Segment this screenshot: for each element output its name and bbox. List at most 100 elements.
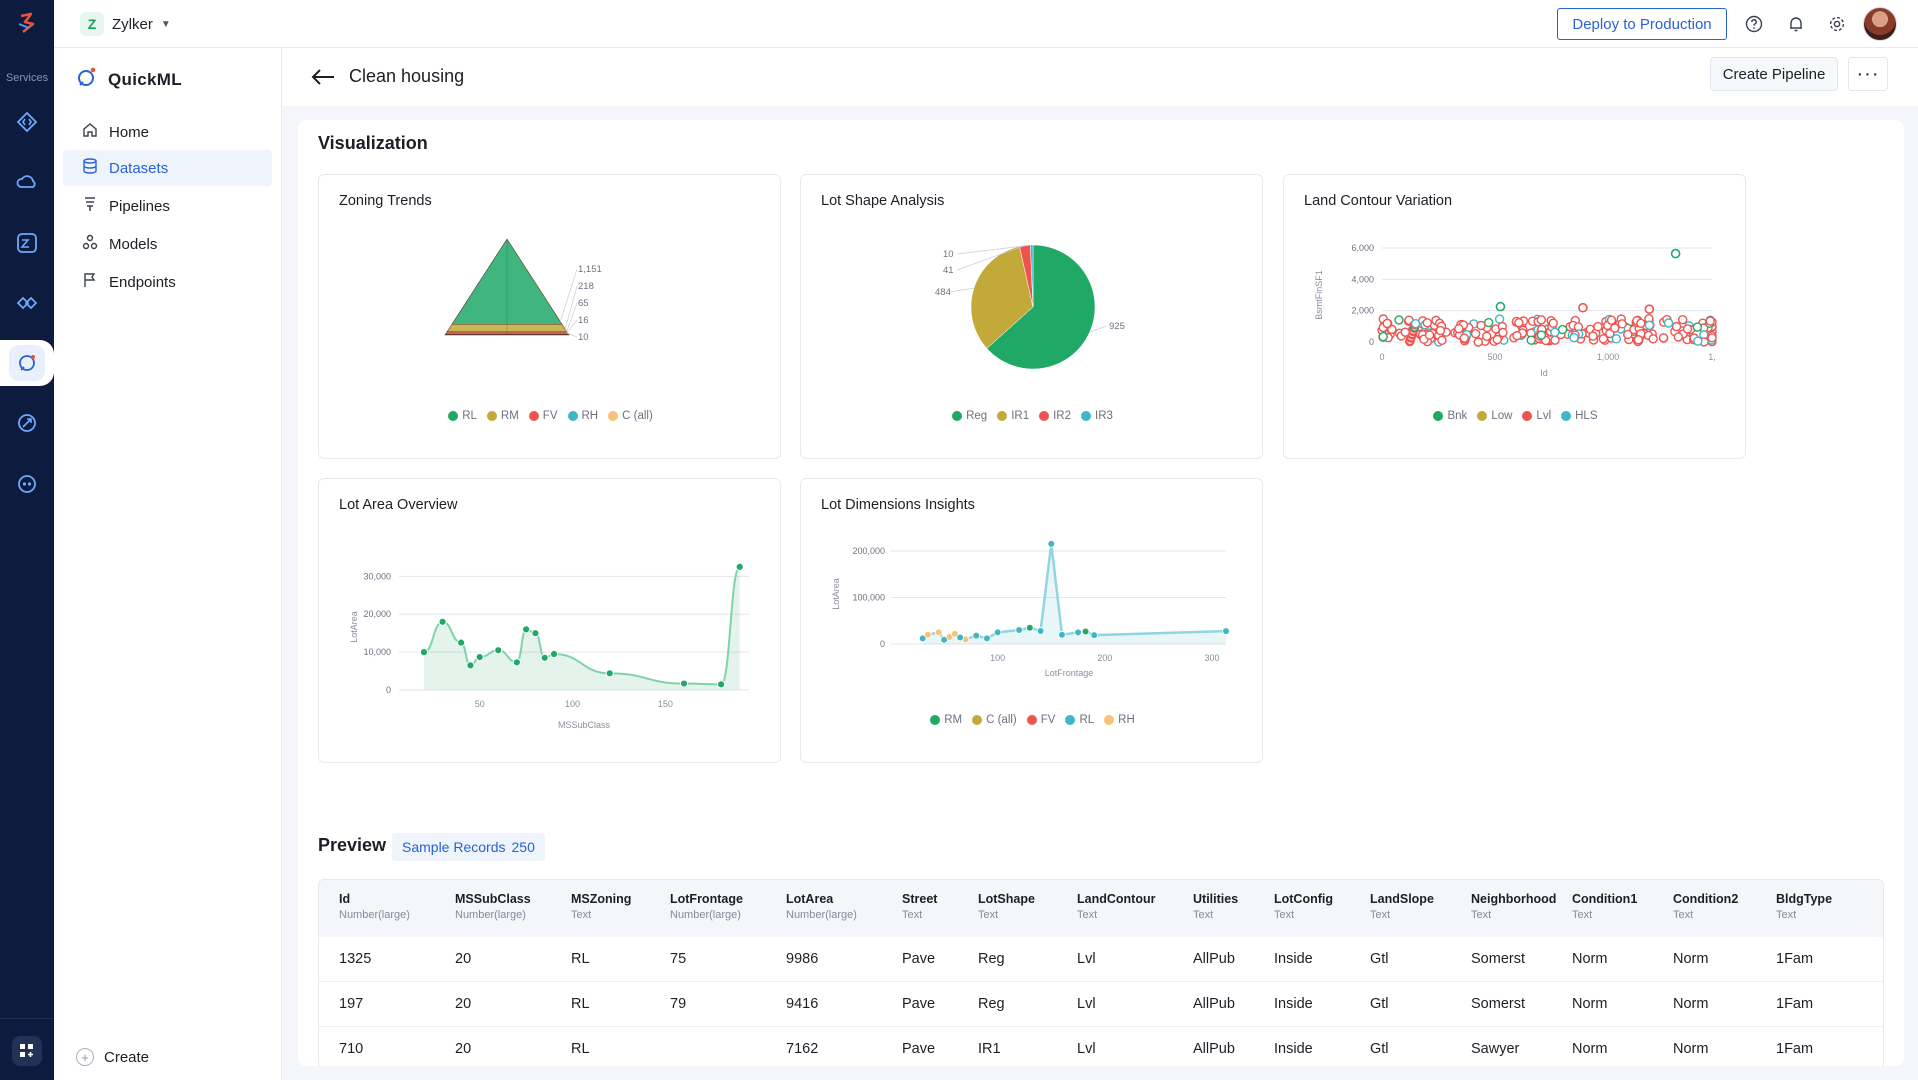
leader-line: [956, 244, 1032, 255]
column-header[interactable]: LandSlope Text: [1370, 892, 1434, 921]
legend-swatch: [1522, 411, 1533, 421]
scatter-point: [1671, 321, 1682, 332]
x-tick-label: 100: [990, 653, 1005, 663]
chart-legend: RL RM FV RH C (all): [319, 410, 782, 422]
column-header[interactable]: LotShape Text: [978, 892, 1035, 921]
notification-bell-icon[interactable]: [1784, 12, 1808, 36]
data-label: 41: [943, 265, 954, 276]
nav-item-home[interactable]: Home: [63, 114, 272, 150]
nav-item-pipelines[interactable]: Pipelines: [63, 188, 272, 224]
back-arrow-icon[interactable]: [310, 65, 336, 89]
scatter-point: [1495, 301, 1506, 312]
column-header[interactable]: MSSubClass Number(large): [455, 892, 531, 921]
column-header[interactable]: LotArea Number(large): [786, 892, 857, 921]
column-header[interactable]: Condition2 Text: [1673, 892, 1738, 921]
legend-item[interactable]: RM: [486, 410, 519, 422]
deploy-to-production-button[interactable]: Deploy to Production: [1557, 8, 1727, 40]
zia-icon[interactable]: [9, 225, 45, 261]
table-cell: RL: [571, 1041, 590, 1057]
nav-item-datasets[interactable]: Datasets: [63, 150, 272, 186]
services-rail: Services: [0, 0, 54, 1080]
column-header[interactable]: Condition1 Text: [1572, 892, 1637, 921]
y-axis-label: BsmtFinSF1: [1314, 270, 1324, 320]
nav-item-label: Models: [109, 235, 158, 253]
table-row[interactable]: 710 20 RL 7162 Pave IR1 Lvl AllPub Inside Gtl Sawy…: [319, 1027, 1883, 1066]
legend-item[interactable]: C (all): [608, 410, 653, 422]
legend-item[interactable]: IR3: [1081, 410, 1113, 422]
table-cell: Pave: [902, 1041, 936, 1057]
legend-item[interactable]: RH: [1104, 714, 1135, 726]
legend-item[interactable]: FV: [528, 410, 558, 422]
legend-item[interactable]: IR2: [1039, 410, 1071, 422]
y-axis-label: LotArea: [349, 611, 359, 643]
column-header[interactable]: Street Text: [902, 892, 937, 921]
column-header[interactable]: Id Number(large): [339, 892, 410, 921]
column-header[interactable]: BldgType Text: [1776, 892, 1832, 921]
more-options-button[interactable]: ···: [1848, 57, 1888, 91]
apps-grid-icon[interactable]: [12, 1036, 42, 1066]
column-name: LandContour: [1077, 892, 1156, 906]
org-switcher[interactable]: Z Zylker ▼: [80, 12, 171, 36]
table-cell: Sawyer: [1471, 1041, 1520, 1057]
legend-item[interactable]: RH: [567, 410, 598, 422]
column-header[interactable]: LandContour Text: [1077, 892, 1155, 921]
scatter-point: [1435, 325, 1446, 336]
nav-item-models[interactable]: Models: [63, 226, 272, 262]
legend-item[interactable]: Lvl: [1522, 410, 1551, 422]
quickml-rail-icon[interactable]: [9, 345, 45, 381]
nav-item-endpoints[interactable]: Endpoints: [63, 264, 272, 300]
table-row[interactable]: 197 20 RL 79 9416 Pave Reg Lvl AllPub Inside Gtl So…: [319, 982, 1883, 1027]
cloud-scale-icon[interactable]: [9, 165, 45, 201]
leader-line: [566, 302, 578, 333]
scatter-point: [1611, 334, 1622, 344]
legend-item[interactable]: HLS: [1561, 410, 1598, 422]
table-cell: AllPub: [1193, 951, 1235, 967]
column-header[interactable]: MSZoning Text: [571, 892, 631, 921]
legend-item[interactable]: IR1: [997, 410, 1029, 422]
legend-item[interactable]: FV: [1026, 714, 1055, 726]
serverless-icon[interactable]: [9, 104, 45, 140]
data-point: [717, 680, 726, 689]
column-name: LotConfig: [1274, 892, 1334, 906]
devops-icon[interactable]: [9, 405, 45, 441]
scatter-point: [1512, 330, 1522, 341]
scatter-point: [1593, 321, 1603, 332]
catalyst-logo-icon[interactable]: [13, 10, 41, 38]
column-header[interactable]: Utilities Text: [1193, 892, 1238, 921]
data-label: 16: [578, 315, 589, 326]
create-button[interactable]: + Create: [76, 1048, 149, 1066]
scatter-point: [1550, 327, 1560, 337]
scatter-point: [1492, 334, 1502, 345]
flag-icon: [81, 271, 99, 293]
database-icon: [81, 157, 99, 179]
create-pipeline-button[interactable]: Create Pipeline: [1710, 57, 1838, 91]
table-row[interactable]: 1325 20 RL 75 9986 Pave Reg Lvl AllPub Inside Gtl S…: [319, 937, 1883, 982]
legend-label: Bnk: [1447, 410, 1468, 422]
pie-slice: [970, 246, 1034, 349]
column-name: LotArea: [786, 892, 834, 906]
scatter-point: [1633, 335, 1644, 345]
table-cell: 1Fam: [1776, 1041, 1814, 1057]
table-cell: Norm: [1572, 1041, 1608, 1057]
legend-swatch: [567, 411, 578, 421]
column-header[interactable]: LotFrontage Number(large): [670, 892, 743, 921]
smartbrowz-icon[interactable]: [9, 466, 45, 502]
legend-swatch: [1081, 411, 1091, 421]
column-header[interactable]: LotConfig Text: [1274, 892, 1333, 921]
legend-item[interactable]: Bnk: [1433, 410, 1467, 422]
column-header[interactable]: Neighborhood Text: [1471, 892, 1556, 921]
help-icon[interactable]: [1742, 12, 1766, 36]
legend-item[interactable]: RM: [930, 714, 962, 726]
user-avatar[interactable]: [1863, 7, 1897, 41]
data-point: [679, 679, 689, 688]
y-tick-label: 0: [1369, 337, 1374, 347]
legend-item[interactable]: Reg: [952, 410, 987, 422]
legend-item[interactable]: C (all): [972, 714, 1017, 726]
legend-item[interactable]: RL: [448, 410, 477, 422]
settings-gear-icon[interactable]: [1825, 12, 1849, 36]
legend-swatch: [1477, 411, 1488, 421]
legend-item[interactable]: Low: [1477, 410, 1512, 422]
org-badge: Z: [80, 12, 104, 36]
integrations-icon[interactable]: [9, 285, 45, 321]
legend-item[interactable]: RL: [1065, 714, 1094, 726]
